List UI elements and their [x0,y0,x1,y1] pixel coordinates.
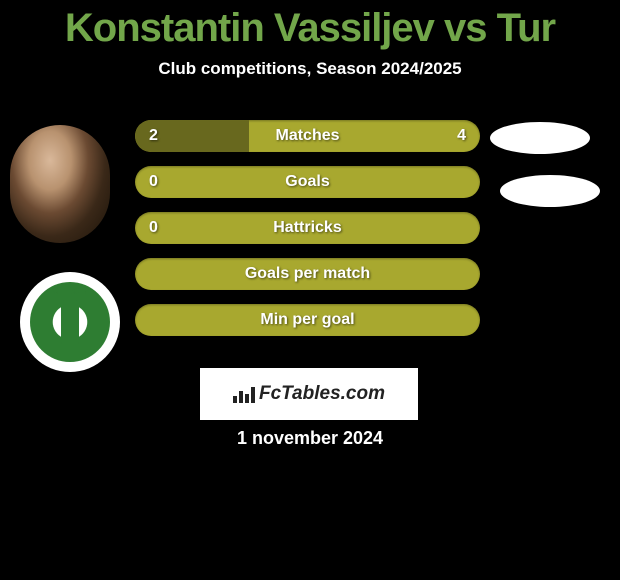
stat-bars-area: Matches24Goals0Hattricks0Goals per match… [135,120,480,350]
stat-bar-row: Min per goal [135,304,480,336]
stat-bar-row: Goals0 [135,166,480,198]
bar-left-value: 0 [149,173,158,191]
comparison-title: Konstantin Vassiljev vs Tur [0,0,620,51]
club-badge-text: CFLOR [52,286,88,296]
snapshot-date: 1 november 2024 [0,428,620,449]
comparison-subtitle: Club competitions, Season 2024/2025 [0,59,620,79]
bar-label: Matches [135,127,480,145]
stat-bar-row: Matches2 4 [135,120,480,152]
bar-label: Goals [135,173,480,191]
fctables-watermark: FcTables.com [200,368,418,420]
bar-label: Goals per match [135,265,480,283]
player-photo [10,125,110,243]
opponent-oval-1 [500,175,600,207]
stat-bar-row: Goals per match [135,258,480,290]
club-logo-inner: CFLOR [30,282,110,362]
club-logo: CFLOR [20,272,120,372]
club-figure-icon [61,300,79,344]
bar-left-value: 0 [149,219,158,237]
watermark-text: FcTables.com [259,383,385,405]
opponent-oval-0 [490,122,590,154]
bar-label: Min per goal [135,311,480,329]
bar-left-value: 2 [149,127,158,145]
bars-icon [233,385,255,403]
bar-right-value: 4 [457,127,466,145]
stat-bar-row: Hattricks0 [135,212,480,244]
bar-label: Hattricks [135,219,480,237]
